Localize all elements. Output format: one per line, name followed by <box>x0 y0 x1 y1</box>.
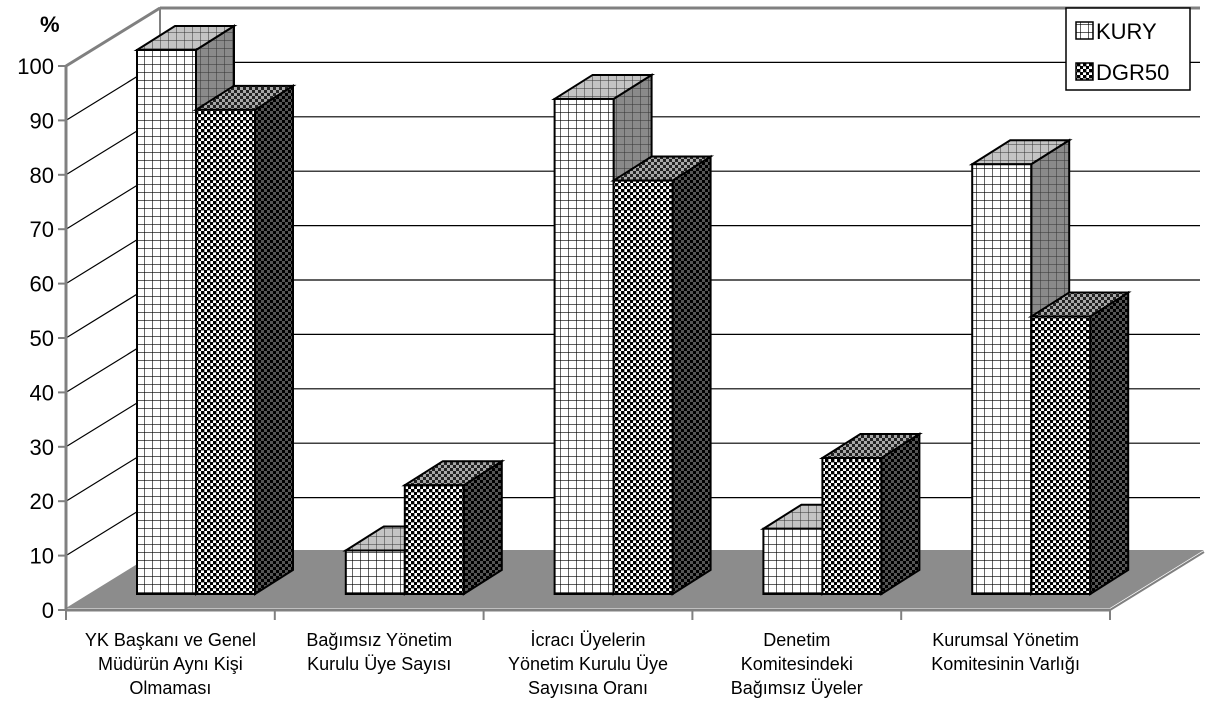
y-axis-ticks: 0 10 20 30 40 50 60 70 80 90 100 <box>17 54 66 623</box>
x-tick-label-line: Denetim <box>763 630 830 650</box>
bar-dgr50-3 <box>610 154 715 596</box>
x-tick-label: Denetim Komitesindeki Bağımsız Üyeler <box>731 630 863 698</box>
x-tick-label-line: Komitesindeki <box>741 654 853 674</box>
bar-side <box>880 432 921 596</box>
x-tick-label-line: İcracı Üyelerin <box>530 630 645 650</box>
bar-dgr50-1 <box>192 84 297 596</box>
y-axis-label: % <box>40 12 60 37</box>
x-tick-label-line: YK Başkanı ve Genel <box>85 630 256 650</box>
y-tick-label: 100 <box>17 54 54 79</box>
y-tick-label: 80 <box>30 163 54 188</box>
x-tick-label: YK Başkanı ve Genel Müdürün Aynı Kişi Olma… <box>85 630 256 698</box>
legend-label-kury: KURY <box>1096 19 1157 44</box>
x-tick-label-line: Komitesinin Varlığı <box>931 654 1080 674</box>
bar-front <box>136 49 197 595</box>
x-tick-label-line: Bağımsız Üyeler <box>731 678 863 698</box>
x-tick-label-line: Bağımsız Yönetim <box>306 630 452 650</box>
x-tick-label: Kurumsal Yönetim Komitesinin Varlığı <box>931 630 1080 674</box>
bar-dgr50-4 <box>818 432 923 596</box>
bar-front <box>403 484 465 596</box>
bar-dgr50-2 <box>401 459 506 596</box>
bar-side <box>671 154 712 596</box>
bar-front <box>195 108 256 595</box>
bar-dgr50-5 <box>1027 290 1132 596</box>
bar-side <box>1089 290 1130 596</box>
legend-swatch-kury <box>1075 21 1094 40</box>
bar-front <box>344 549 406 595</box>
y-tick-label: 90 <box>30 108 54 133</box>
y-tick-label: 0 <box>42 598 54 623</box>
y-tick-label: 30 <box>30 435 54 460</box>
y-tick-label: 50 <box>30 326 54 351</box>
x-tick-label: İcracı Üyelerin Yönetim Kurulu Üye Sayısın… <box>508 630 668 698</box>
bar-front <box>762 527 824 595</box>
y-tick-label: 10 <box>30 544 54 569</box>
y-tick-label: 20 <box>30 489 54 514</box>
bar-front <box>821 457 883 595</box>
x-tick-label: Bağımsız Yönetim Kurulu Üye Sayısı <box>306 630 452 674</box>
floor-front-right-edge <box>1109 551 1205 611</box>
legend-swatch-dgr50 <box>1075 62 1094 81</box>
bar-front <box>612 179 674 595</box>
bar-front <box>553 97 615 596</box>
x-axis-ticks: YK Başkanı ve Genel Müdürün Aynı Kişi Olma… <box>65 610 1111 698</box>
bar-side <box>254 84 294 596</box>
x-tick-label-line: Kurulu Üye Sayısı <box>307 654 451 674</box>
legend-label-dgr50: DGR50 <box>1096 60 1169 85</box>
x-tick-label-line: Olmaması <box>129 678 211 698</box>
y-tick-label: 70 <box>30 217 54 242</box>
bars <box>133 24 1132 596</box>
x-tick-label-line: Yönetim Kurulu Üye <box>508 654 668 674</box>
legend: KURY DGR50 <box>1065 7 1191 91</box>
side-wall-top-edge <box>65 6 161 68</box>
x-tick-label-line: Müdürün Aynı Kişi <box>98 654 243 674</box>
bar-front <box>971 163 1033 596</box>
x-tick-label-line: Kurumsal Yönetim <box>932 630 1079 650</box>
bar-front <box>1030 315 1092 595</box>
x-tick-label-line: Sayısına Oranı <box>528 678 648 698</box>
y-tick-label: 60 <box>30 272 54 297</box>
y-tick-label: 40 <box>30 380 54 405</box>
